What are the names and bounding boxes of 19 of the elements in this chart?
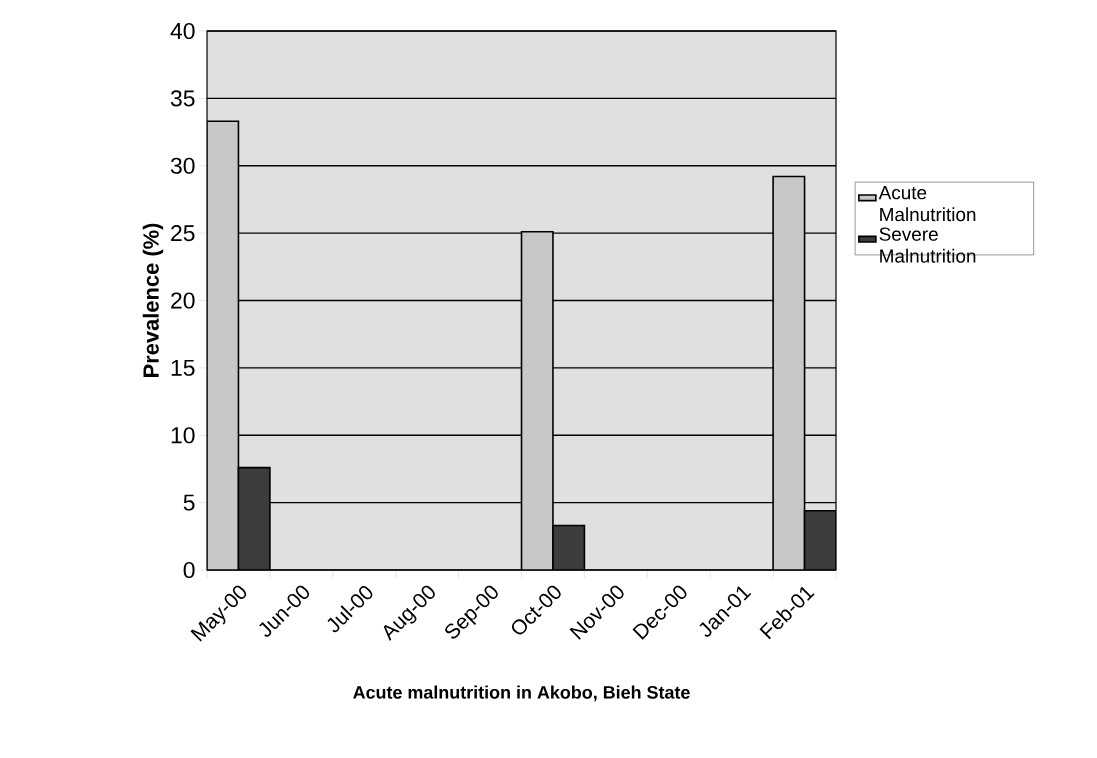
bar <box>237 466 271 570</box>
bar <box>772 175 806 570</box>
bar <box>520 230 554 570</box>
y-tick-label: 20 <box>171 292 195 309</box>
legend-label: Severe Malnutrition <box>879 227 976 263</box>
y-tick-label: 25 <box>171 225 195 242</box>
text: Acute malnutrition in Akobo, Bieh State <box>353 685 690 702</box>
y-tick-label: 10 <box>171 427 195 444</box>
y-axis-title: Prevalence (%) <box>142 223 164 377</box>
bar <box>552 524 586 570</box>
y-tick-label: 40 <box>170 22 195 40</box>
y-tick-label: 15 <box>171 359 195 376</box>
bar <box>803 509 837 570</box>
y-tick-label: 5 <box>183 494 195 511</box>
legend-label: Acute Malnutrition <box>878 186 976 222</box>
y-tick-label: 0 <box>183 561 195 579</box>
y-tick-label: 35 <box>170 90 195 107</box>
y-tick-label: 30 <box>170 157 195 174</box>
bar <box>207 120 240 570</box>
